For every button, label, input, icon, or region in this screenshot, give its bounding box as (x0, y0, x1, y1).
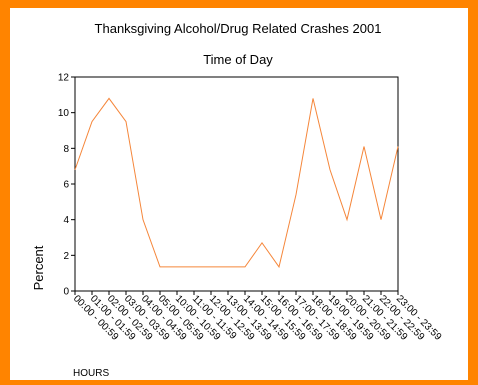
y-tick-label: 4 (63, 215, 69, 226)
plot-area (74, 76, 399, 292)
y-tick-label: 10 (58, 108, 70, 119)
y-axis-label: Percent (31, 245, 46, 290)
y-axis: 0 2 4 6 8 10 12 (58, 73, 75, 298)
chart-title: Thanksgiving Alcohol/Drug Related Crashe… (95, 21, 382, 36)
series-line (74, 97, 399, 269)
y-tick-label: 12 (58, 73, 70, 84)
y-tick-label: 0 (63, 287, 69, 298)
y-tick-label: 2 (63, 251, 69, 262)
chart-subtitle: Time of Day (203, 52, 273, 67)
y-tick-label: 8 (63, 144, 69, 155)
x-axis-label: HOURS (73, 368, 109, 379)
y-tick-label: 6 (63, 180, 69, 191)
